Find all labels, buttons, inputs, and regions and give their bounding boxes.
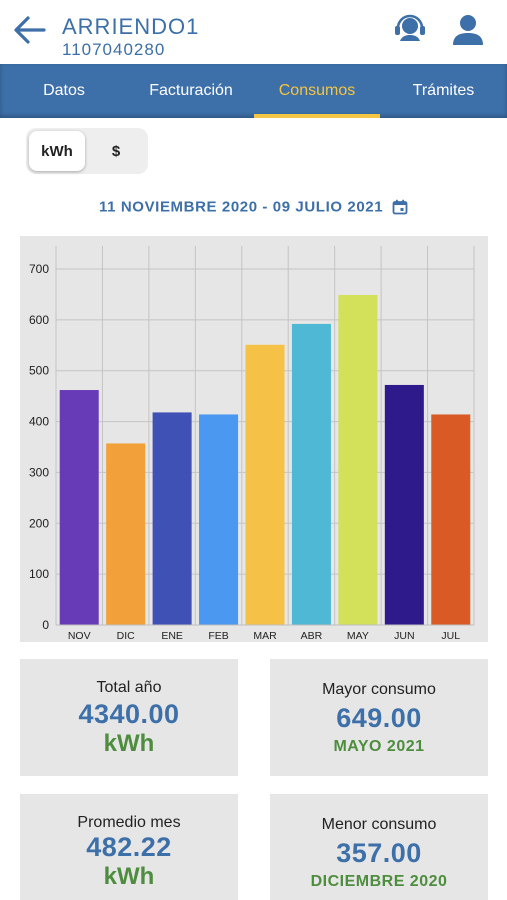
bar-mar[interactable] — [245, 344, 285, 625]
tab-datos[interactable]: Datos — [0, 64, 128, 118]
tab-consumos[interactable]: Consumos — [254, 64, 380, 118]
min-consumption-value: 357.00 — [336, 838, 422, 868]
min-consumption-period: DICIEMBRE 2020 — [310, 873, 448, 890]
bar-jun[interactable] — [384, 384, 424, 625]
support-button[interactable] — [392, 12, 428, 48]
total-year-unit: kWh — [103, 730, 155, 757]
tab-label: Consumos — [278, 82, 356, 99]
account-title-block: ARRIENDO1 1107040280 — [62, 14, 199, 60]
date-range-label: 11 NOVIEMBRE 2020 - 09 JULIO 2021 — [99, 198, 384, 216]
min-consumption-label: Menor consumo — [321, 816, 437, 833]
monthly-average-card: Promedio mes 482.22 kWh — [20, 794, 238, 900]
app-header: ARRIENDO1 1107040280 — [0, 0, 507, 64]
account-name: ARRIENDO1 — [62, 14, 200, 39]
x-tick-label: MAR — [253, 630, 277, 642]
monthly-average-unit: kWh — [103, 863, 155, 890]
account-number: 1107040280 — [62, 40, 166, 59]
section-tabs: Datos Facturación Consumos Trámites — [0, 64, 507, 118]
y-tick-label: 0 — [42, 618, 49, 632]
bar-feb[interactable] — [199, 414, 239, 625]
total-year-value: 4340.00 — [78, 699, 180, 729]
back-button[interactable] — [12, 12, 48, 48]
unit-currency-option[interactable]: $ — [111, 142, 121, 160]
y-tick-label: 100 — [29, 567, 49, 581]
y-tick-label: 200 — [29, 516, 49, 530]
bar-abr[interactable] — [291, 323, 331, 625]
arrow-left-icon — [14, 16, 46, 44]
total-year-label: Total año — [96, 679, 162, 696]
total-year-card: Total año 4340.00 kWh — [20, 659, 238, 776]
x-tick-label: JUN — [394, 630, 414, 642]
max-consumption-period: MAYO 2021 — [333, 738, 425, 755]
monthly-average-value: 482.22 — [86, 832, 172, 862]
max-consumption-value: 649.00 — [336, 703, 422, 733]
y-tick-label: 400 — [29, 415, 49, 429]
x-tick-label: MAY — [347, 630, 369, 642]
x-tick-label: DIC — [117, 630, 135, 642]
consumption-bar-chart: 0 100 200 300 400 500 600 700 NOV DIC ENE FEB MAR ABR… — [20, 236, 488, 642]
y-tick-label: 700 — [29, 262, 49, 276]
bar-dic[interactable] — [106, 443, 146, 625]
bar-may[interactable] — [338, 294, 378, 625]
x-tick-label: FEB — [208, 630, 228, 642]
bar-nov[interactable] — [59, 390, 99, 625]
calendar-icon[interactable] — [392, 199, 408, 215]
tab-label: Datos — [43, 82, 85, 99]
bar-ene[interactable] — [152, 412, 192, 625]
tab-label: Facturación — [149, 82, 233, 99]
x-tick-label: ABR — [301, 630, 323, 642]
unit-toggle: kWh $ — [26, 128, 148, 174]
tab-facturacion[interactable]: Facturación — [128, 64, 254, 118]
x-tick-label: NOV — [68, 630, 91, 642]
y-tick-label: 300 — [29, 465, 49, 479]
headset-support-icon — [395, 14, 425, 41]
y-tick-label: 500 — [29, 364, 49, 378]
user-profile-button[interactable] — [450, 12, 486, 48]
chart-svg: 0 100 200 300 400 500 600 700 NOV DIC ENE FEB MAR ABR… — [29, 246, 475, 642]
max-consumption-label: Mayor consumo — [322, 681, 436, 698]
monthly-average-label: Promedio mes — [77, 814, 181, 831]
tab-tramites[interactable]: Trámites — [380, 64, 507, 118]
tab-label: Trámites — [412, 82, 475, 99]
x-tick-label: ENE — [161, 630, 183, 642]
unit-kwh-option[interactable]: kWh — [29, 131, 85, 171]
date-range-selector[interactable]: 11 NOVIEMBRE 2020 - 09 JULIO 2021 — [0, 198, 507, 216]
min-consumption-card: Menor consumo 357.00 DICIEMBRE 2020 — [270, 794, 488, 900]
max-consumption-card: Mayor consumo 649.00 MAYO 2021 — [270, 659, 488, 776]
bar-jul[interactable] — [431, 414, 471, 625]
x-tick-label: JUL — [441, 630, 460, 642]
user-profile-icon — [453, 15, 483, 45]
y-tick-label: 600 — [29, 313, 49, 327]
